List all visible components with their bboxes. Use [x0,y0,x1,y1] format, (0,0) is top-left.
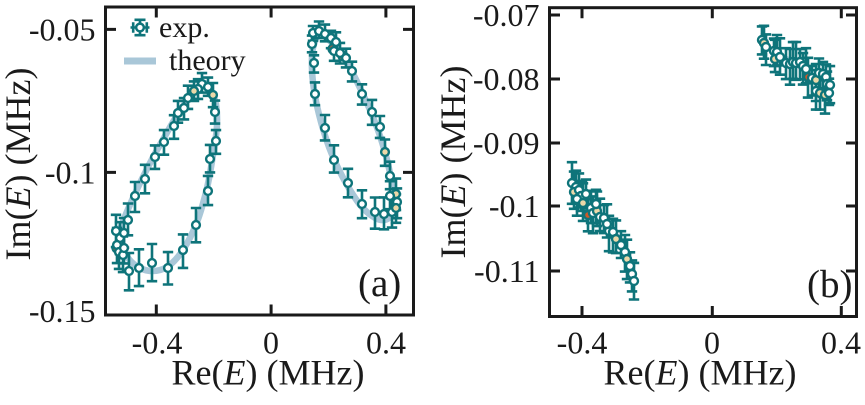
svg-text:-0.11: -0.11 [474,253,539,289]
svg-text:Im(E) (MHz): Im(E) (MHz) [0,68,38,261]
svg-text:-0.07: -0.07 [473,0,540,33]
svg-text:0.4: 0.4 [821,325,861,361]
svg-text:-0.05: -0.05 [29,11,96,47]
svg-text:0: 0 [263,325,279,361]
svg-text:-0.1: -0.1 [45,154,96,190]
svg-text:Re(E) (MHz): Re(E) (MHz) [604,353,797,393]
svg-text:-0.4: -0.4 [557,325,608,361]
svg-text:Im(E) (MHz): Im(E) (MHz) [433,66,473,259]
svg-text:(b): (b) [807,263,852,306]
svg-text:exp.: exp. [159,11,210,44]
svg-text:0: 0 [704,325,720,361]
svg-text:-0.4: -0.4 [132,325,183,361]
svg-text:-0.08: -0.08 [473,61,540,97]
svg-text:-0.1: -0.1 [489,188,540,224]
svg-text:-0.09: -0.09 [473,125,540,161]
svg-text:Re(E) (MHz): Re(E) (MHz) [172,353,365,393]
svg-text:0.4: 0.4 [366,325,406,361]
svg-text:theory: theory [169,44,246,77]
svg-text:(a): (a) [358,262,401,305]
svg-text:-0.15: -0.15 [29,293,96,329]
